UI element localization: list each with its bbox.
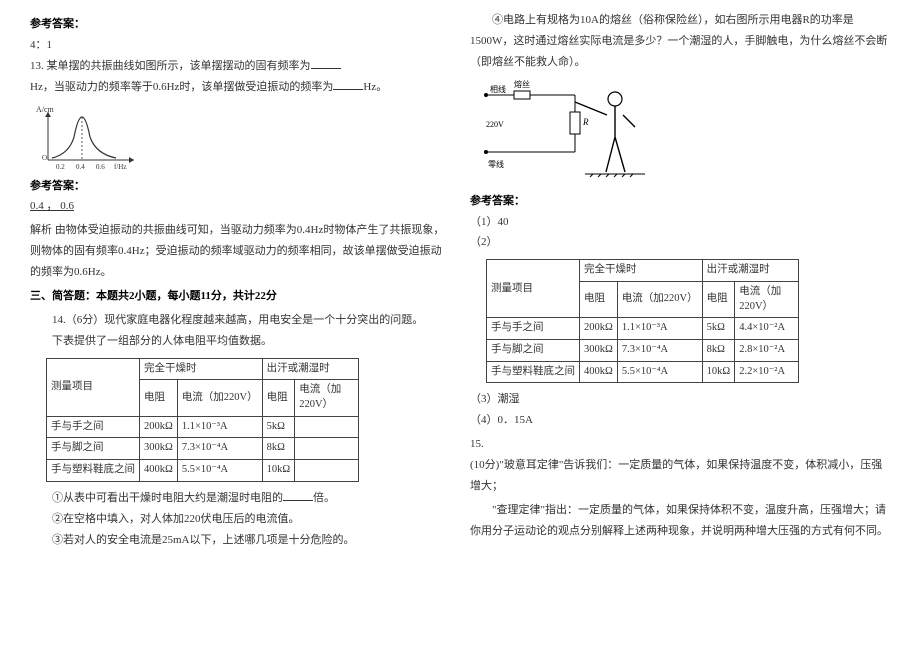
table-row: 手与脚之间 300kΩ 7.3×10⁻⁴A 8kΩ 2.8×10⁻²A bbox=[487, 340, 799, 362]
th-res: 电阻 bbox=[580, 282, 618, 318]
cell: 8kΩ bbox=[702, 340, 735, 362]
q14-sub4: ④电路上有规格为10A的熔丝（俗称保险丝），如右图所示用电器R的功率是1500W… bbox=[470, 10, 890, 73]
q13-text1: 13. 某单摆的共振曲线如图所示，该单摆摆动的固有频率为 bbox=[30, 60, 311, 72]
cell: 200kΩ bbox=[140, 416, 178, 438]
blank bbox=[333, 78, 363, 90]
cell bbox=[295, 416, 359, 438]
svg-text:O: O bbox=[42, 154, 47, 162]
q14-1-text: ①从表中可看出干燥时电阻大约是潮湿时电阻的 bbox=[52, 492, 283, 504]
circuit-diagram: 相线 熔丝 R 220V 零线 bbox=[480, 77, 650, 187]
answer-13: 0.4 ， 0.6 bbox=[30, 196, 450, 217]
th-dry: 完全干燥时 bbox=[580, 260, 703, 282]
th-cur2: 电流（加220V） bbox=[735, 282, 799, 318]
q13-tail: Hz。 bbox=[363, 81, 387, 93]
answer-label-13: 参考答案： bbox=[30, 176, 450, 197]
cell bbox=[295, 460, 359, 482]
table-row: 手与手之间 200kΩ 1.1×10⁻³A 5kΩ 4.4×10⁻²A bbox=[487, 318, 799, 340]
th-dry: 完全干燥时 bbox=[140, 358, 263, 380]
cell: 2.8×10⁻²A bbox=[735, 340, 799, 362]
ans13-val: 0.4 ， 0.6 bbox=[30, 200, 74, 212]
cell: 300kΩ bbox=[140, 438, 178, 460]
cell: 10kΩ bbox=[702, 361, 735, 383]
answer-label-12: 参考答案： bbox=[30, 14, 450, 35]
cell: 8kΩ bbox=[262, 438, 295, 460]
cell: 300kΩ bbox=[580, 340, 618, 362]
q14-sub1: ①从表中可看出干燥时电阻大约是潮湿时电阻的 倍。 bbox=[30, 488, 450, 509]
q14-table: 测量项目 完全干燥时 出汗或潮湿时 电阻 电流（加220V） 电阻 电流（加22… bbox=[46, 358, 359, 482]
cell bbox=[295, 438, 359, 460]
q14-sub2: ②在空格中填入，对人体加220伏电压后的电流值。 bbox=[30, 509, 450, 530]
q15-line2: "查理定律"指出：一定质量的气体，如果保持体积不变，温度升高，压强增大；请你用分… bbox=[470, 500, 890, 542]
q14-1-tail: 倍。 bbox=[313, 492, 335, 504]
q13-text2: Hz，当驱动力的频率等于0.6Hz时，该单摆做受迫振动的频率为 bbox=[30, 81, 333, 93]
svg-text:A/cm: A/cm bbox=[36, 105, 55, 114]
ans14-3: （3）潮湿 bbox=[470, 389, 890, 410]
cell: 5kΩ bbox=[262, 416, 295, 438]
answer-label-14: 参考答案： bbox=[470, 191, 890, 212]
svg-text:相线: 相线 bbox=[490, 84, 506, 94]
cell: 400kΩ bbox=[580, 361, 618, 383]
th-res2: 电阻 bbox=[262, 380, 295, 416]
blank bbox=[311, 57, 341, 69]
section-3-heading: 三、简答题：本题共2小题，每小题11分，共计22分 bbox=[30, 286, 450, 307]
q15-line1: (10分)"玻意耳定律"告诉我们：一定质量的气体，如果保持温度不变，体积减小，压… bbox=[470, 455, 890, 497]
cell: 1.1×10⁻³A bbox=[617, 318, 702, 340]
svg-text:0.4: 0.4 bbox=[76, 163, 85, 171]
resonance-graph: A/cm O 0.2 0.4 0.6 f/Hz bbox=[34, 102, 144, 172]
cell: 7.3×10⁻⁴A bbox=[617, 340, 702, 362]
ans14-1: （1）40 bbox=[470, 212, 890, 233]
svg-text:0.2: 0.2 bbox=[56, 163, 65, 171]
table-row: 手与塑料鞋底之间 400kΩ 5.5×10⁻⁴A 10kΩ 2.2×10⁻²A bbox=[487, 361, 799, 383]
th-wet: 出汗或潮湿时 bbox=[702, 260, 799, 282]
th-cur: 电流（加220V） bbox=[617, 282, 702, 318]
th-item: 测量项目 bbox=[487, 260, 580, 318]
cell: 7.3×10⁻⁴A bbox=[177, 438, 262, 460]
cell: 手与脚之间 bbox=[47, 438, 140, 460]
cell: 5kΩ bbox=[702, 318, 735, 340]
cell: 手与塑料鞋底之间 bbox=[487, 361, 580, 383]
svg-text:220V: 220V bbox=[486, 120, 504, 129]
cell: 手与手之间 bbox=[47, 416, 140, 438]
th-cur: 电流（加220V） bbox=[177, 380, 262, 416]
q14-line1: 14.（6分）现代家庭电器化程度越来越高，用电安全是一个十分突出的问题。 bbox=[30, 310, 450, 331]
cell: 5.5×10⁻⁴A bbox=[177, 460, 262, 482]
svg-text:熔丝: 熔丝 bbox=[514, 79, 530, 89]
answer-12: 4：1 bbox=[30, 35, 450, 56]
explain-13: 解析 由物体受迫振动的共振曲线可知，当驱动力频率为0.4Hz时物体产生了共振现象… bbox=[30, 220, 450, 283]
q15-num: 15. bbox=[470, 434, 890, 455]
ans14-table: 测量项目 完全干燥时 出汗或潮湿时 电阻 电流（加220V） 电阻 电流（加22… bbox=[486, 259, 799, 383]
ans14-4: （4）0．15A bbox=[470, 410, 890, 431]
table-row: 手与脚之间 300kΩ 7.3×10⁻⁴A 8kΩ bbox=[47, 438, 359, 460]
cell: 手与脚之间 bbox=[487, 340, 580, 362]
th-item: 测量项目 bbox=[47, 358, 140, 416]
cell: 1.1×10⁻³A bbox=[177, 416, 262, 438]
svg-text:f/Hz: f/Hz bbox=[114, 163, 126, 171]
blank bbox=[283, 489, 313, 501]
cell: 4.4×10⁻²A bbox=[735, 318, 799, 340]
cell: 2.2×10⁻²A bbox=[735, 361, 799, 383]
svg-text:R: R bbox=[582, 117, 589, 127]
th-res2: 电阻 bbox=[702, 282, 735, 318]
q14-sub3: ③若对人的安全电流是25mA以下，上述哪几项是十分危险的。 bbox=[30, 530, 450, 551]
cell: 手与手之间 bbox=[487, 318, 580, 340]
table-row: 手与塑料鞋底之间 400kΩ 5.5×10⁻⁴A 10kΩ bbox=[47, 460, 359, 482]
svg-text:0.6: 0.6 bbox=[96, 163, 105, 171]
q13-line1: 13. 某单摆的共振曲线如图所示，该单摆摆动的固有频率为 bbox=[30, 56, 450, 77]
th-wet: 出汗或潮湿时 bbox=[262, 358, 359, 380]
cell: 200kΩ bbox=[580, 318, 618, 340]
cell: 5.5×10⁻⁴A bbox=[617, 361, 702, 383]
th-cur2: 电流（加220V） bbox=[295, 380, 359, 416]
q13-line2: Hz，当驱动力的频率等于0.6Hz时，该单摆做受迫振动的频率为 Hz。 bbox=[30, 77, 450, 98]
q14-line2: 下表提供了一组部分的人体电阻平均值数据。 bbox=[30, 331, 450, 352]
svg-text:零线: 零线 bbox=[488, 159, 504, 169]
table-row: 手与手之间 200kΩ 1.1×10⁻³A 5kΩ bbox=[47, 416, 359, 438]
cell: 400kΩ bbox=[140, 460, 178, 482]
cell: 手与塑料鞋底之间 bbox=[47, 460, 140, 482]
ans14-2: （2） bbox=[470, 232, 890, 253]
cell: 10kΩ bbox=[262, 460, 295, 482]
th-res: 电阻 bbox=[140, 380, 178, 416]
